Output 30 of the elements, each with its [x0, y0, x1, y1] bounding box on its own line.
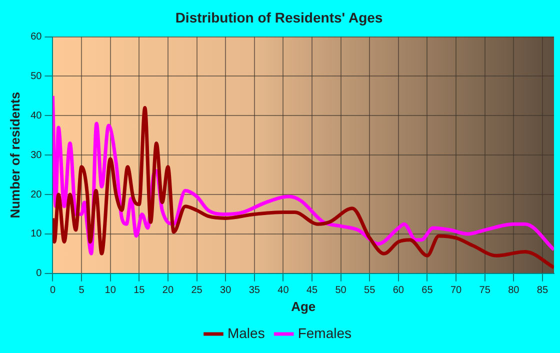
x-axis-title: Age — [291, 298, 316, 314]
x-tick-label: 30 — [220, 285, 232, 296]
x-tick-label: 70 — [450, 285, 462, 296]
x-tick-label: 75 — [479, 285, 491, 296]
x-tick-label: 45 — [306, 285, 318, 296]
x-tick-label: 25 — [191, 285, 203, 296]
y-tick-label: 60 — [30, 32, 42, 43]
x-tick-label: 15 — [134, 285, 146, 296]
y-axis-title: Number of residents — [7, 92, 22, 218]
x-tick-label: 40 — [278, 285, 290, 296]
x-tick-label: 80 — [508, 285, 520, 296]
x-tick-label: 20 — [162, 285, 174, 296]
legend-label: Females — [298, 324, 352, 341]
chart-title: Distribution of Residents' Ages — [175, 9, 383, 26]
y-tick-label: 50 — [30, 70, 42, 82]
y-tick-label: 20 — [30, 189, 42, 200]
y-tick-label: 10 — [30, 228, 42, 240]
y-tick-label: 0 — [36, 268, 42, 280]
x-tick-label: 5 — [78, 285, 85, 296]
x-tick-label: 55 — [364, 285, 376, 296]
x-tick-label: 60 — [392, 285, 404, 296]
legend-label: Males — [227, 324, 265, 341]
x-tick-label: 35 — [248, 285, 260, 296]
x-tick-label: 65 — [422, 285, 434, 296]
x-tick-label: 50 — [335, 285, 347, 296]
x-tick-label: 10 — [104, 285, 116, 296]
y-tick-label: 30 — [30, 150, 42, 161]
x-tick-label: 0 — [50, 285, 56, 296]
x-tick-label: 85 — [536, 285, 548, 296]
y-tick-label: 40 — [30, 110, 42, 122]
